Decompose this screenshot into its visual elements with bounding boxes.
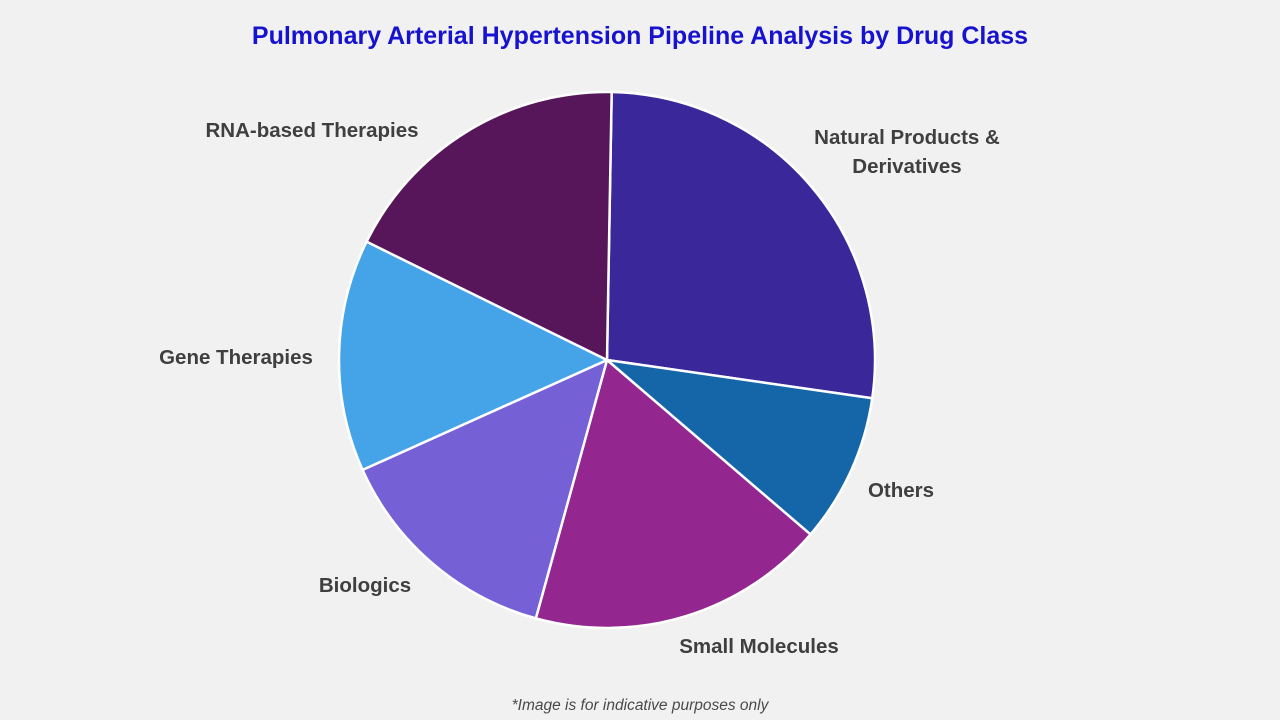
pie-slice-small-molecules[interactable] xyxy=(534,358,812,630)
pie-slice-others[interactable] xyxy=(605,358,874,536)
pie-slice-biologics[interactable] xyxy=(361,358,609,620)
pie-slice-gene-therapies[interactable] xyxy=(337,240,609,472)
slice-label-others: Others xyxy=(867,479,935,502)
footnote: *Image is for indicative purposes only xyxy=(511,697,769,714)
chart-title: Pulmonary Arterial Hypertension Pipeline… xyxy=(251,22,1029,50)
slice-label-natural-products-derivatives: Natural Products & Derivatives xyxy=(814,126,1000,178)
pie-slice-rna-based-therapies[interactable] xyxy=(365,90,613,362)
slice-label-rna-based-therapies: RNA-based Therapies xyxy=(205,119,419,142)
slice-label-gene-therapies: Gene Therapies xyxy=(159,346,313,369)
slice-label-small-molecules: Small Molecules xyxy=(679,635,839,658)
slice-label-biologics: Biologics xyxy=(318,574,412,597)
pie-slice-natural-products-derivatives[interactable] xyxy=(605,90,877,400)
